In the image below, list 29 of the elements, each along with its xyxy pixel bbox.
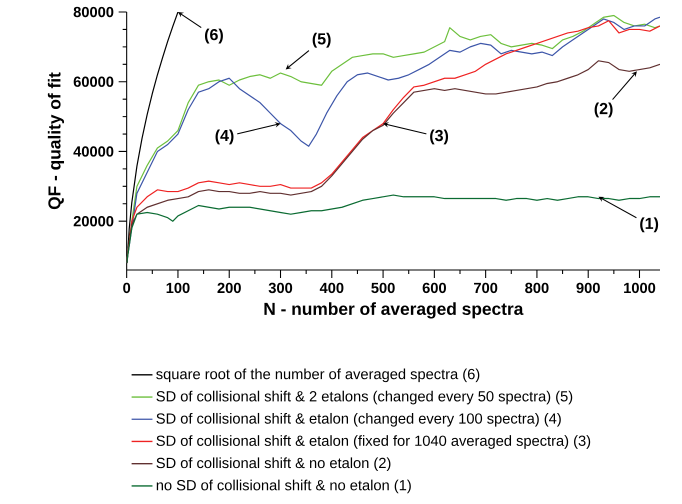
y-tick-label: 60000 <box>74 76 114 87</box>
legend-label: SD of collisional shift & etalon (fixed for 1040 averaged spectra) (3) <box>156 435 590 449</box>
x-tick-label: 100 <box>166 282 190 294</box>
x-axis-title: N - number of averaged spectra <box>264 302 524 319</box>
x-tick-label: 900 <box>576 282 600 294</box>
annotation: (3) <box>430 129 448 144</box>
annotation: (2) <box>594 102 613 118</box>
legend-label: SD of collisional shift & 2 etalons (changed every 50 spectra) (5) <box>156 390 572 404</box>
y-tick-label: 40000 <box>73 146 114 157</box>
x-tick-label: 600 <box>422 282 446 294</box>
legend-label: SD of collisional shift & no etalon (2) <box>156 457 390 472</box>
x-tick-label: 200 <box>218 282 241 294</box>
annotation: (4) <box>216 129 234 144</box>
x-tick-label: 700 <box>474 282 498 294</box>
legend-label: no SD of collisional shift & no etalon (1) <box>156 480 411 494</box>
y-tick-label: 20000 <box>74 216 114 226</box>
x-tick-label: 800 <box>525 282 549 294</box>
y-axis-title: QF - quality of fit <box>48 72 64 210</box>
legend-label: SD of collisional shift & etalon (changed every 100 spectra) (4) <box>156 412 561 427</box>
y-tick-label: 80000 <box>74 6 114 18</box>
legend-label: square root of the number of averaged spectra (6) <box>156 368 480 382</box>
x-tick-label: 400 <box>320 282 344 294</box>
annotation: (1) <box>640 217 658 232</box>
x-tick-label: 300 <box>268 282 292 294</box>
annotation: (6) <box>204 28 223 44</box>
x-tick-label: 0 <box>123 282 130 294</box>
x-tick-label: 1000 <box>624 282 656 294</box>
annotation: (5) <box>312 32 331 48</box>
x-tick-label: 500 <box>371 282 395 294</box>
